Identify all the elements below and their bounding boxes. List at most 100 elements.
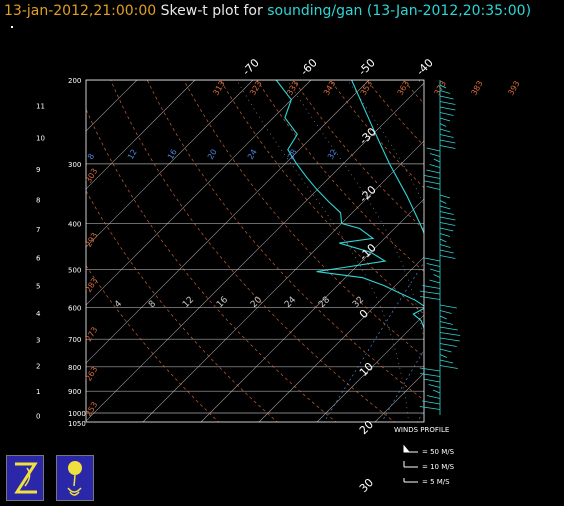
dry-adiabat-top-label: 323 (248, 79, 263, 97)
wind-barb (433, 158, 441, 163)
isotherm-line (86, 80, 196, 190)
dry-adiabat-line (256, 80, 424, 273)
wind-barb (439, 216, 456, 221)
mixing-ratio-line (464, 164, 564, 423)
dry-adiabat-line (366, 80, 424, 147)
mixing-ratio-line (509, 164, 564, 423)
wind-barb (424, 257, 441, 262)
height-tick-label: 9 (36, 166, 40, 174)
sounding-logo-button[interactable] (56, 455, 94, 501)
pressure-tick-label: 500 (68, 267, 81, 275)
pressure-tick-label: 1000 (68, 410, 86, 418)
mixing-ratio-upper-label: 8 (86, 152, 96, 161)
mixing-ratio-upper-label: 28 (286, 148, 299, 161)
wind-barb (428, 384, 441, 388)
wind-barb (439, 310, 452, 314)
winds-profile-legend: WINDS PROFILE = 50 M/S = 10 M/S = 5 M/S (394, 426, 534, 488)
isotherm-line (86, 80, 370, 364)
height-tick-label: 2 (36, 362, 40, 370)
wind-barb (426, 186, 441, 190)
height-tick-label: 10 (36, 135, 45, 143)
wind-barb (424, 175, 441, 179)
mixing-ratio-line (381, 349, 424, 422)
dry-adiabat-line (513, 80, 564, 423)
wind-barb (433, 274, 441, 278)
wind-barb (439, 200, 447, 204)
pressure-tick-label: 300 (68, 161, 81, 169)
dry-adiabat-line (440, 80, 564, 423)
legend-row-10: = 10 M/S (422, 463, 455, 471)
dry-adiabat-line (86, 190, 278, 422)
isotherm-line (86, 80, 312, 306)
isotherm-line (0, 80, 21, 422)
wind-barb (429, 153, 441, 157)
wind-barb (439, 101, 456, 105)
wind-barb (439, 321, 453, 325)
dewpoint-profile-line (275, 80, 424, 329)
wind-barb (439, 134, 454, 138)
wind-barb (439, 337, 460, 342)
wind-barb (422, 400, 441, 405)
legend-row-50: = 50 M/S (422, 448, 455, 456)
dry-adiabat-line (220, 80, 424, 315)
wind-barb (439, 84, 447, 89)
wind-barb (439, 211, 454, 215)
isotherm-line (374, 372, 424, 422)
pressure-tick-label: 700 (68, 336, 81, 344)
wind-barb (422, 285, 441, 289)
isotherm-top-label: -60 (298, 56, 320, 78)
isotherm-right-label: -30 (357, 125, 379, 147)
isotherm-line (549, 80, 564, 422)
wind-barb (439, 90, 451, 94)
corner-dot (11, 26, 13, 28)
mixing-ratio-lower-label: 8 (147, 299, 158, 310)
wind-barb (439, 139, 456, 144)
wind-barb (439, 205, 451, 210)
wind-barb (439, 255, 456, 259)
wind-barb (439, 227, 454, 232)
wind-barb (426, 395, 441, 399)
dry-adiabat-top-label: 313 (211, 79, 226, 97)
wind-barb (439, 238, 447, 243)
height-tick-label: 0 (36, 413, 40, 421)
wind-barb (439, 343, 457, 347)
wind-barb (426, 169, 441, 174)
height-tick-label: 4 (36, 310, 41, 318)
wind-barb (439, 365, 458, 369)
wind-barb (439, 315, 447, 320)
wind-barb (439, 354, 448, 358)
dry-adiabat-line (403, 80, 424, 105)
wind-barb (439, 222, 456, 226)
isotherm-line (200, 198, 424, 422)
wind-barb (439, 117, 451, 122)
mixing-ratio-lower-label: 16 (215, 295, 230, 310)
height-tick-label: 8 (36, 196, 40, 204)
title-date: 13-jan-2012,21:00:00 (4, 3, 157, 19)
pressure-tick-label: 400 (68, 220, 81, 228)
z-logo-button[interactable] (6, 455, 44, 501)
wind-barb (423, 378, 441, 383)
dry-adiabat-line (146, 80, 424, 401)
isotherm-line (86, 82, 424, 422)
wind-barb (439, 348, 452, 353)
pressure-tick-label: 800 (68, 364, 81, 372)
wind-barb (439, 145, 456, 149)
moist-adiabat-line (418, 80, 424, 89)
wind-barb (439, 326, 458, 331)
isotherm-line (86, 80, 254, 248)
wind-barb (439, 123, 447, 127)
mixing-ratio-lower-label: 28 (317, 295, 332, 310)
wind-barb (429, 164, 441, 168)
sounding-balloon-icon (67, 461, 82, 496)
wind-barb (439, 304, 457, 309)
isotherm-top-label: -40 (414, 56, 436, 78)
wind-barb (439, 112, 454, 116)
mixing-ratio-upper-label: 24 (246, 148, 259, 161)
plot-area (0, 80, 564, 423)
plot-frame (85, 79, 425, 423)
dry-adiabat-line (86, 108, 337, 422)
mixing-ratio-upper-label: 12 (126, 148, 139, 161)
pressure-tick-label: 200 (68, 77, 81, 85)
pressure-tick-label: 1050 (68, 420, 86, 428)
